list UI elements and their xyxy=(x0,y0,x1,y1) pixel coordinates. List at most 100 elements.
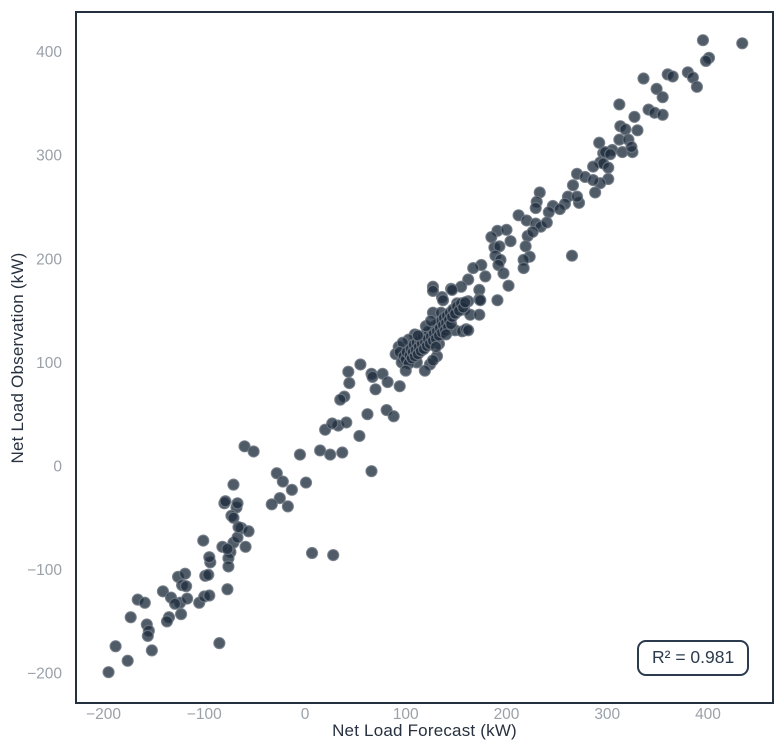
data-point xyxy=(656,108,669,121)
data-point xyxy=(293,448,307,461)
x-tick-label: 400 xyxy=(695,706,721,723)
data-point xyxy=(138,596,151,609)
data-point xyxy=(696,34,710,47)
data-point xyxy=(736,37,749,50)
data-point xyxy=(343,377,356,390)
data-point xyxy=(553,202,566,216)
data-point xyxy=(429,340,443,353)
data-point xyxy=(587,173,600,187)
data-point xyxy=(121,654,134,667)
data-point xyxy=(156,585,170,598)
data-point xyxy=(324,448,337,461)
data-point xyxy=(459,296,472,309)
y-tick-label: 400 xyxy=(36,44,62,61)
y-tick-label: −200 xyxy=(27,666,62,683)
data-point xyxy=(327,548,340,562)
data-point xyxy=(231,497,244,510)
data-point xyxy=(604,148,617,161)
data-point xyxy=(497,267,510,280)
data-point xyxy=(326,417,339,430)
data-point xyxy=(265,498,278,511)
data-point xyxy=(299,476,313,489)
data-point xyxy=(690,80,704,93)
data-point xyxy=(179,567,192,580)
data-point xyxy=(342,365,355,378)
data-point xyxy=(276,475,289,488)
data-point xyxy=(353,429,366,443)
y-tick-label: 200 xyxy=(36,251,62,268)
plot-border xyxy=(75,11,774,704)
data-point xyxy=(519,240,532,253)
data-point xyxy=(174,608,188,621)
data-point xyxy=(369,383,382,396)
data-point xyxy=(467,262,480,275)
data-point xyxy=(334,393,347,406)
data-point xyxy=(387,410,400,423)
data-point xyxy=(462,273,475,286)
data-point xyxy=(479,270,492,283)
data-point xyxy=(227,478,240,491)
data-point xyxy=(124,611,137,624)
data-point xyxy=(637,72,650,85)
data-point xyxy=(699,54,713,68)
data-point xyxy=(619,123,632,136)
data-point xyxy=(232,521,245,534)
x-tick-label: −200 xyxy=(86,706,121,723)
data-point xyxy=(181,592,194,605)
data-point xyxy=(227,511,240,524)
data-point xyxy=(219,495,232,508)
data-point xyxy=(540,216,553,229)
r-squared-annotation: R² = 0.981 xyxy=(637,640,750,676)
data-point xyxy=(542,206,555,219)
data-point xyxy=(336,446,349,459)
data-point xyxy=(439,328,453,341)
data-point xyxy=(587,160,600,173)
data-point xyxy=(517,262,530,275)
data-point xyxy=(340,416,353,429)
data-point xyxy=(565,249,579,262)
data-point xyxy=(445,283,459,296)
x-tick-label: 200 xyxy=(494,706,520,723)
data-point xyxy=(426,354,440,367)
data-point xyxy=(145,644,158,657)
data-point xyxy=(203,589,216,602)
data-point xyxy=(242,525,255,538)
data-point xyxy=(418,364,431,377)
data-point xyxy=(602,161,615,174)
data-point xyxy=(399,364,412,377)
data-point xyxy=(213,637,226,650)
x-tick-label: 0 xyxy=(301,706,310,723)
data-point xyxy=(221,542,234,555)
data-point xyxy=(485,230,498,244)
y-tick-labels: −200 −100 0 100 200 300 400 xyxy=(27,44,62,683)
data-point xyxy=(393,380,406,393)
data-point xyxy=(589,186,602,199)
data-point xyxy=(656,91,669,104)
data-point xyxy=(504,235,517,248)
data-point xyxy=(502,279,515,292)
scatter-points xyxy=(102,34,749,679)
data-point xyxy=(593,136,606,149)
y-axis-title: Net Load Observation (kW) xyxy=(8,252,27,464)
data-point xyxy=(473,308,486,321)
data-point xyxy=(628,110,641,123)
y-tick-label: 300 xyxy=(36,148,62,165)
data-point xyxy=(566,179,580,192)
data-point xyxy=(365,465,378,478)
data-point xyxy=(273,492,286,505)
data-point xyxy=(221,583,234,596)
data-point xyxy=(285,483,299,496)
data-point xyxy=(141,629,154,643)
x-tick-label: 100 xyxy=(393,706,419,723)
data-point xyxy=(305,546,319,560)
data-point xyxy=(180,580,193,593)
y-tick-label: 100 xyxy=(36,355,62,372)
data-point xyxy=(314,444,327,457)
x-tick-label: 300 xyxy=(594,706,620,723)
data-point xyxy=(529,201,542,215)
data-point xyxy=(222,560,235,573)
data-point xyxy=(491,294,504,307)
data-point xyxy=(381,375,394,389)
data-point xyxy=(625,140,638,154)
